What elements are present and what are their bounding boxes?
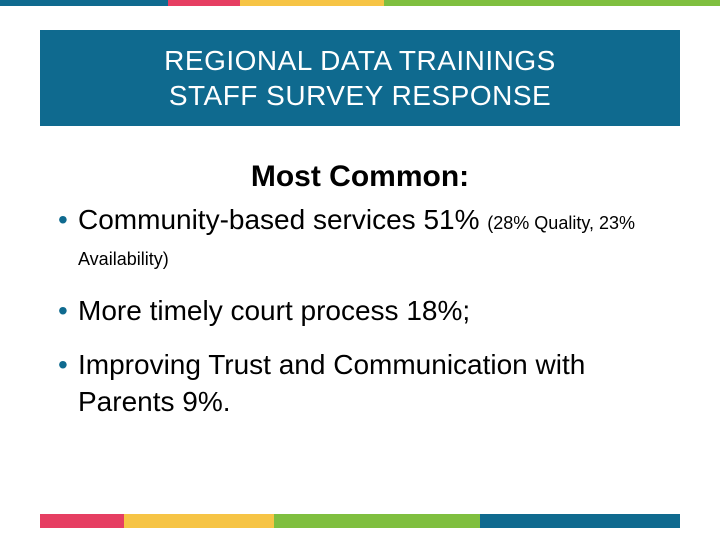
bullet-item: Community-based services 51% (28% Qualit… — [58, 202, 662, 275]
bullet-item: More timely court process 18%; — [58, 293, 662, 329]
bottom-accent-seg-2 — [274, 514, 480, 528]
bottom-accent-seg-3 — [480, 514, 680, 528]
bottom-accent-seg-1 — [124, 514, 274, 528]
top-accent-seg-2 — [240, 0, 384, 6]
bullet-main: More timely court process 18%; — [78, 295, 470, 326]
top-accent-seg-3 — [384, 0, 720, 6]
slide: REGIONAL DATA TRAININGS STAFF SURVEY RES… — [0, 0, 720, 540]
top-accent-seg-0 — [0, 0, 168, 6]
title-line-1: REGIONAL DATA TRAININGS — [164, 43, 556, 78]
bullet-list: Community-based services 51% (28% Qualit… — [58, 202, 662, 420]
bullet-main: Improving Trust and Communication with P… — [78, 349, 585, 416]
bottom-accent-seg-0 — [40, 514, 124, 528]
bullet-main: Community-based services 51% — [78, 204, 487, 235]
title-band: REGIONAL DATA TRAININGS STAFF SURVEY RES… — [40, 30, 680, 126]
body: Most Common: Community-based services 51… — [58, 160, 662, 438]
bottom-accent-bar — [40, 514, 680, 528]
bullet-item: Improving Trust and Communication with P… — [58, 347, 662, 420]
top-accent-seg-1 — [168, 0, 240, 6]
body-heading: Most Common: — [58, 160, 662, 194]
top-accent-bar — [0, 0, 720, 6]
title-line-2: STAFF SURVEY RESPONSE — [169, 78, 551, 113]
